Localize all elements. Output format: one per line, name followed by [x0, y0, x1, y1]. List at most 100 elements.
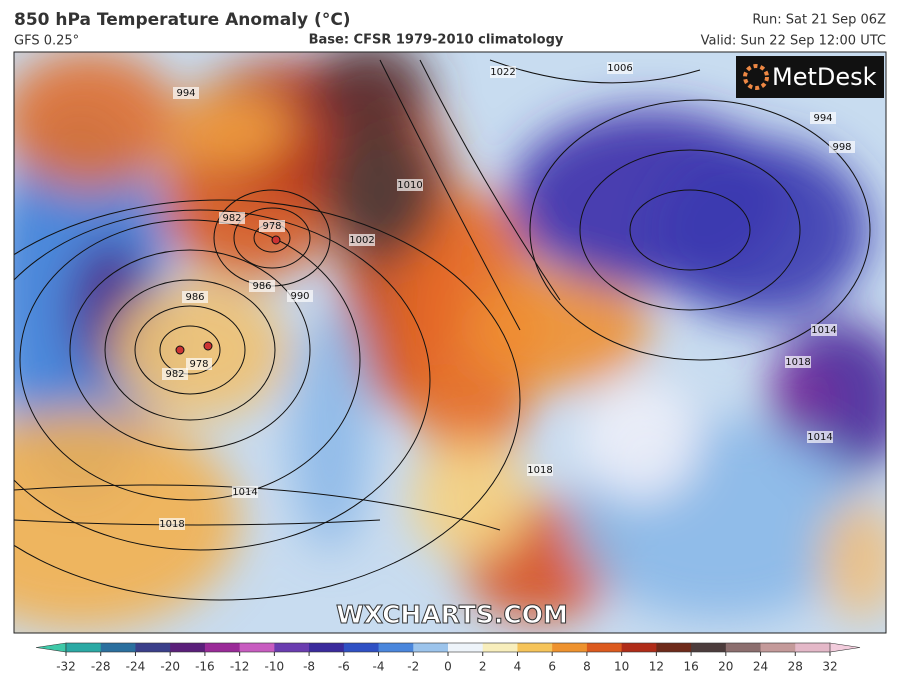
colorbar-tick-label: 10 [614, 660, 629, 674]
anomaly-patch [14, 410, 240, 630]
colorbar: -32 -28 -24 -20 -16 -12 -10 -8 -6 -4 -2 0 2 4 6 8 10 12 16… [35, 642, 861, 674]
colorbar-bin [448, 643, 484, 652]
run: Run: Sat 21 Sep 06Z [752, 13, 886, 28]
colorbar-tick-label: -4 [373, 660, 385, 674]
isobar [159, 325, 221, 375]
title: 850 hPa Temperature Anomaly (°C) [14, 10, 351, 30]
colorbar-bin [378, 643, 414, 652]
isobar-label-bg [232, 486, 258, 498]
isobar-label: 1014 [232, 487, 257, 498]
isobar [629, 189, 751, 271]
colorbar-tick-label: 2 [479, 660, 487, 674]
isobar-label-bg [259, 220, 285, 232]
isobar-label: 1006 [607, 63, 632, 74]
isobar-label-bg [186, 358, 212, 370]
anomaly-patch [410, 440, 530, 560]
colorbar-tick-label: -28 [91, 660, 111, 674]
colorbar-bin [795, 643, 831, 652]
isobar-label: 1022 [490, 67, 515, 78]
isobar-label-bg [807, 431, 833, 443]
colorbar-tick-label: -16 [195, 660, 215, 674]
isobar-label-bg [397, 179, 423, 191]
logo: MetDesk [772, 63, 877, 91]
isobar-label: 1002 [349, 235, 374, 246]
colorbar-tick-label: 16 [683, 660, 698, 674]
isobar-label-bg [349, 234, 375, 246]
isobar-label-bg [829, 141, 855, 153]
isobar-label: 982 [165, 369, 184, 380]
colorbar-bin [239, 643, 275, 652]
isobar [489, 59, 701, 84]
colorbar-tick-label: -20 [160, 660, 180, 674]
isobar [529, 99, 871, 361]
isobar-label: 982 [222, 213, 241, 224]
isobar [579, 149, 801, 311]
isobar-label: 1018 [527, 465, 552, 476]
colorbar-bin [309, 643, 345, 652]
isobar-label-bg [287, 290, 313, 302]
colorbar-bin [100, 643, 136, 652]
colorbar-tick-label: 8 [583, 660, 591, 674]
isobar [14, 519, 381, 526]
isobar-label-bg [810, 112, 836, 124]
anomaly-patch [290, 310, 370, 550]
anomaly-patch [170, 90, 290, 170]
colorbar-bin [343, 643, 380, 652]
colorbar-bin [135, 643, 171, 652]
isobar-label: 1014 [811, 325, 836, 336]
isobar-label: 978 [189, 359, 208, 370]
colorbar-bin [413, 643, 449, 652]
colorbar-tick-label: 24 [753, 660, 768, 674]
isobar-label-bg [173, 87, 199, 99]
map-frame [13, 51, 887, 634]
colorbar-bin [482, 643, 518, 652]
low-center [271, 235, 281, 245]
anomaly-patch [14, 52, 180, 190]
isobar [14, 209, 431, 551]
base: Base: CFSR 1979-2010 climatology [309, 33, 564, 48]
colorbar-bin [204, 643, 241, 652]
colorbar-bin [274, 643, 310, 652]
isobar-label: 1014 [807, 432, 832, 443]
map: 994 982 978 986 990 986 978 982 1014 1018 1002 1010… [14, 52, 886, 633]
colorbar-bin [725, 643, 762, 652]
isobar-label: 998 [832, 142, 851, 153]
isobar-label: 994 [813, 113, 832, 124]
colorbar-tick-label: 32 [822, 660, 837, 674]
anomaly-patch [650, 140, 870, 320]
colorbar-bin [170, 643, 206, 652]
isobar-label-bg [607, 62, 633, 74]
low-center [175, 345, 185, 355]
isobar [104, 279, 276, 421]
low-center [203, 341, 213, 351]
anomaly-patch [320, 120, 440, 260]
colorbar-tick-label: 0 [444, 660, 452, 674]
anomaly-field [14, 52, 886, 630]
isobar-label: 1018 [785, 357, 810, 368]
colorbar-tick-label: 12 [649, 660, 664, 674]
isobar-label-bg [162, 368, 188, 380]
model: GFS 0.25° [14, 34, 79, 49]
anomaly-patch [770, 360, 830, 440]
colorbar-tick-label: -32 [56, 660, 76, 674]
isobar [69, 249, 311, 451]
logo-box [736, 56, 884, 98]
isobar-labels: 994 982 978 986 990 986 978 982 1014 1018 1002 1010… [159, 62, 855, 530]
isobar [14, 484, 501, 531]
anomaly-patch [110, 280, 290, 420]
isobar-label: 994 [176, 88, 195, 99]
colorbar-extend-high [829, 642, 861, 653]
colorbar-tick-label: -10 [265, 660, 285, 674]
isobar-label-bg [811, 324, 837, 336]
isobar-label-bg [527, 464, 553, 476]
colorbar-tick-label: 28 [788, 660, 803, 674]
isobar [233, 207, 311, 269]
colorbar-bin [621, 643, 657, 652]
colorbar-bin [586, 643, 623, 652]
isobar-label: 986 [185, 292, 204, 303]
isobar [14, 199, 521, 601]
isobar-label-bg [159, 518, 185, 530]
isobar-label-bg [182, 291, 208, 303]
